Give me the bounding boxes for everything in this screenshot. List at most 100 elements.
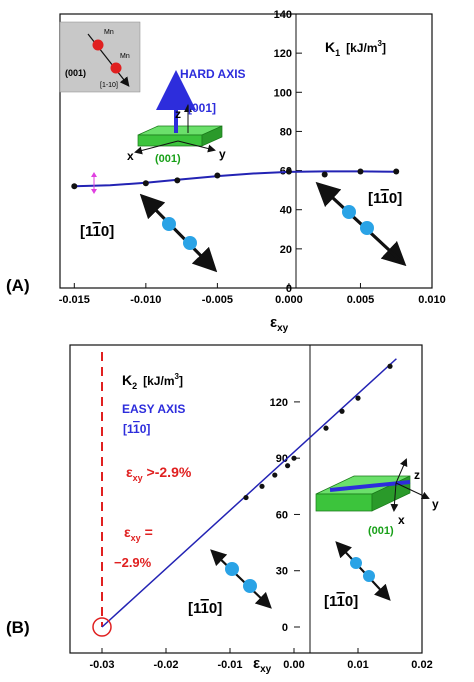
- dir-label-left-b: [110]: [188, 600, 222, 617]
- data-point-k2: [339, 408, 345, 414]
- mn-inset: Mn Mn (001) [1-10]: [59, 21, 141, 93]
- z-label-b: z: [414, 468, 420, 482]
- error-bar-top: [91, 172, 97, 177]
- x-tick-label-b: -0.01: [217, 659, 242, 671]
- dir-arrow-up-d: [335, 541, 389, 599]
- easy-axis-diagram: z y x (001): [315, 458, 439, 537]
- inset-mn-label-1: Mn: [104, 29, 114, 36]
- fit-line-k1: [74, 170, 397, 188]
- x-tick-label-b: 0.02: [411, 659, 432, 671]
- data-point-k2: [259, 483, 265, 489]
- y-tick-label-a: 0: [286, 283, 292, 295]
- data-point-k1: [174, 177, 181, 184]
- x-tick-label-b: 0.00: [283, 659, 304, 671]
- hard-axis-diagram: HARD AXIS z x y [001] (001): [127, 67, 246, 165]
- direction-diagram-right-b: [110]: [324, 541, 391, 610]
- atom-7: [350, 557, 362, 569]
- y-tick-label-a: 140: [274, 9, 292, 21]
- y-tick-label-a: 40: [280, 205, 292, 217]
- y-axis-arrow-a: [177, 140, 216, 153]
- x-tick-label-b: 0.01: [347, 659, 368, 671]
- atom-6: [243, 579, 257, 593]
- plane-label-b: (001): [368, 525, 394, 537]
- threshold-circle: [92, 617, 112, 637]
- data-point-k2: [387, 363, 393, 369]
- slab-front-b: [315, 493, 373, 512]
- hard-axis-label: HARD AXIS: [180, 67, 246, 81]
- y-label-a: y: [219, 147, 226, 161]
- x-tick-label-a: -0.015: [59, 294, 90, 306]
- data-point-k1: [321, 171, 328, 178]
- atom-5: [225, 562, 239, 576]
- z-label-a: z: [175, 107, 181, 121]
- y-axis-arrow-b: [395, 482, 430, 500]
- x-axis-arrow-a: [134, 140, 179, 155]
- atom-1: [162, 217, 176, 231]
- mn-atom-2: [110, 62, 122, 74]
- direction-diagram-left-a: [110]: [80, 193, 218, 273]
- atom-3: [342, 205, 356, 219]
- x-axis-label-b: εxy: [253, 655, 272, 675]
- x-tick-label-a: -0.005: [202, 294, 233, 306]
- x-axis-label-a: εxy: [270, 314, 289, 334]
- series-k1: [71, 168, 400, 190]
- dir-label-right-b: [110]: [324, 593, 358, 610]
- series-k2: [101, 358, 397, 628]
- data-point-k2: [272, 472, 278, 478]
- plot-frame-a: [59, 13, 433, 289]
- x-tick-label-b: -0.02: [153, 659, 178, 671]
- y-tick-label-a: 20: [280, 244, 292, 256]
- y-tick-label-a: 100: [274, 87, 292, 99]
- y-tick-label-b: 90: [276, 453, 288, 465]
- inset-mn-label-2: Mn: [120, 53, 130, 60]
- fit-line-k2: [101, 358, 397, 628]
- data-point-k2: [355, 395, 361, 401]
- annotation-critical: εxy =: [124, 524, 153, 543]
- atom-4: [360, 221, 374, 235]
- y-ticks-b: 0 30 60 90 120: [270, 397, 300, 634]
- error-bar-bottom: [91, 189, 97, 194]
- y-tick-label-b: 0: [282, 622, 288, 634]
- data-point-k2: [323, 425, 329, 431]
- x-tick-label-a: -0.010: [130, 294, 161, 306]
- data-point-k1: [71, 183, 78, 190]
- y-tick-label-b: 120: [270, 397, 288, 409]
- panel-b: -0.03 -0.02 -0.01 0.00 0.01 0.02 0 30 60 90 120 (…: [6, 344, 439, 675]
- atom-8: [363, 570, 375, 582]
- data-point-k2: [291, 455, 297, 461]
- data-point-k1: [285, 168, 292, 175]
- data-point-k1: [357, 168, 364, 175]
- data-point-k2: [243, 494, 249, 501]
- panel-label-b: (B): [6, 618, 30, 637]
- panel-label-a: (A): [6, 276, 30, 295]
- data-point-k1: [214, 172, 221, 179]
- x-tick-label-a: 0.005: [347, 294, 375, 306]
- y-tick-label-b: 60: [276, 509, 288, 521]
- x-ticks-b: -0.03 -0.02 -0.01 0.00 0.01 0.02: [89, 648, 433, 671]
- direction-diagram-left-b: [110]: [188, 549, 272, 617]
- annotation-range: εxy >-2.9%: [126, 464, 192, 483]
- y-label-b: y: [432, 497, 439, 511]
- quantity-label-k2: K2 [kJ/m3]: [122, 372, 183, 391]
- data-point-k1: [142, 180, 149, 187]
- z-axis-b: [395, 458, 408, 484]
- quantity-label-k1: K1 [kJ/m3]: [325, 39, 386, 58]
- x-tick-label-a: 0.000: [275, 294, 303, 306]
- easy-axis-dir: [110]: [123, 422, 150, 436]
- direction-diagram-right-a: [110]: [315, 181, 407, 267]
- x-tick-label-b: -0.03: [89, 659, 114, 671]
- dir-arrow-up-c: [210, 549, 270, 607]
- atom-2: [183, 236, 197, 250]
- plane-label-a: (001): [155, 153, 181, 165]
- y-tick-label-a: 120: [274, 48, 292, 60]
- inset-plane-label: (001): [65, 68, 86, 78]
- slab-side-a: [201, 125, 223, 147]
- hard-axis-dir: [001]: [188, 101, 216, 115]
- dir-label-right-a: [110]: [368, 190, 402, 207]
- x-tick-label-a: 0.010: [418, 294, 446, 306]
- y-tick-label-b: 30: [276, 566, 288, 578]
- dir-arrow-up-a: [139, 193, 215, 270]
- annotation-critical-value: −2.9%: [114, 555, 152, 570]
